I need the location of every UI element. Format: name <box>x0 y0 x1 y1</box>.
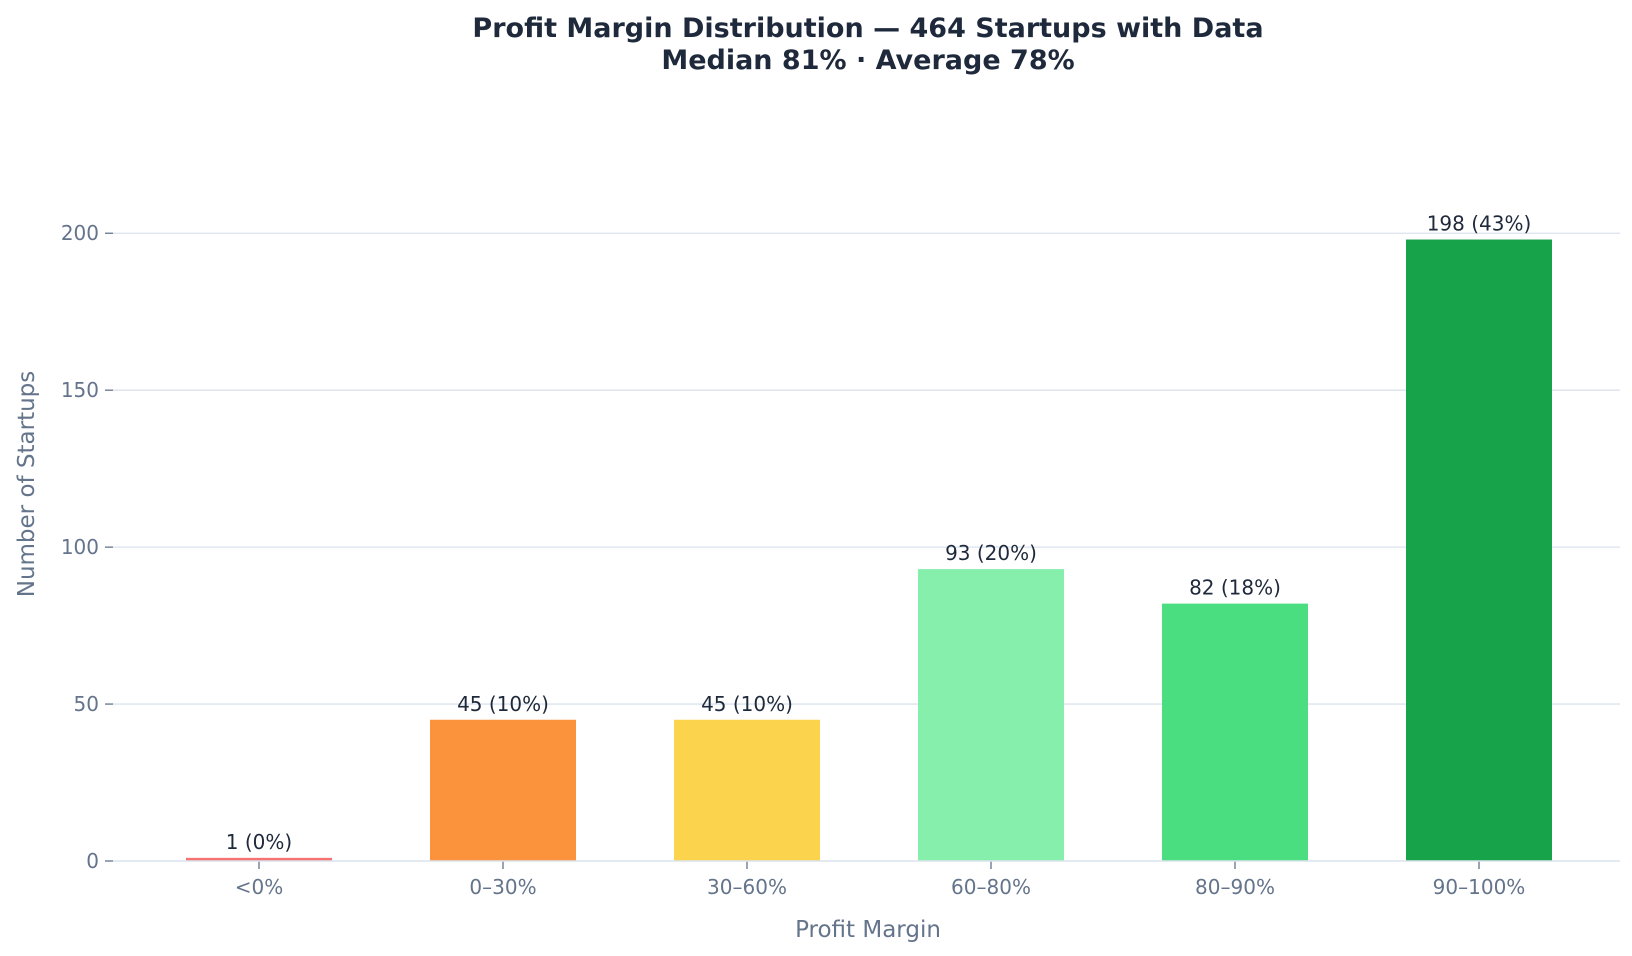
x-tick-label: 30–60% <box>707 875 787 899</box>
y-tick-label: 50 <box>74 692 99 716</box>
bar <box>1406 239 1552 862</box>
bar <box>918 569 1064 861</box>
y-tick-label: 0 <box>86 849 99 873</box>
x-axis-label: Profit Margin <box>795 917 941 943</box>
bar <box>186 857 332 861</box>
y-tick-label: 150 <box>61 378 99 402</box>
y-axis-ticks: 0 50 100 150 200 <box>61 221 113 873</box>
x-axis-ticks: <0% 0–30% 30–60% 60–80% 80–90% 90–100% <box>235 861 1526 899</box>
data-labels: 1 (0%) 45 (10%) 45 (10%) 93 (20%) 82 (18%) 19… <box>226 212 1532 854</box>
data-label: 45 (10%) <box>457 692 549 716</box>
y-tick-label: 200 <box>61 221 99 245</box>
data-label: 82 (18%) <box>1189 576 1281 600</box>
y-tick-label: 100 <box>61 535 99 559</box>
gridlines <box>113 232 1620 705</box>
bar <box>1162 603 1308 861</box>
x-tick-label: 90–100% <box>1433 875 1526 899</box>
x-tick-label: 60–80% <box>951 875 1031 899</box>
x-tick-label: <0% <box>235 875 284 899</box>
chart-title: Profit Margin Distribution — 464 Startup… <box>472 13 1263 44</box>
x-tick-label: 0–30% <box>469 875 536 899</box>
bar <box>674 719 820 861</box>
data-label: 93 (20%) <box>945 541 1037 565</box>
bar <box>430 719 576 861</box>
data-label: 45 (10%) <box>701 692 793 716</box>
bars <box>186 239 1552 862</box>
data-label: 1 (0%) <box>226 830 292 854</box>
x-tick-label: 80–90% <box>1195 875 1275 899</box>
y-axis-label: Number of Startups <box>14 371 40 598</box>
data-label: 198 (43%) <box>1427 212 1532 236</box>
chart-subtitle: Median 81% · Average 78% <box>661 45 1074 76</box>
